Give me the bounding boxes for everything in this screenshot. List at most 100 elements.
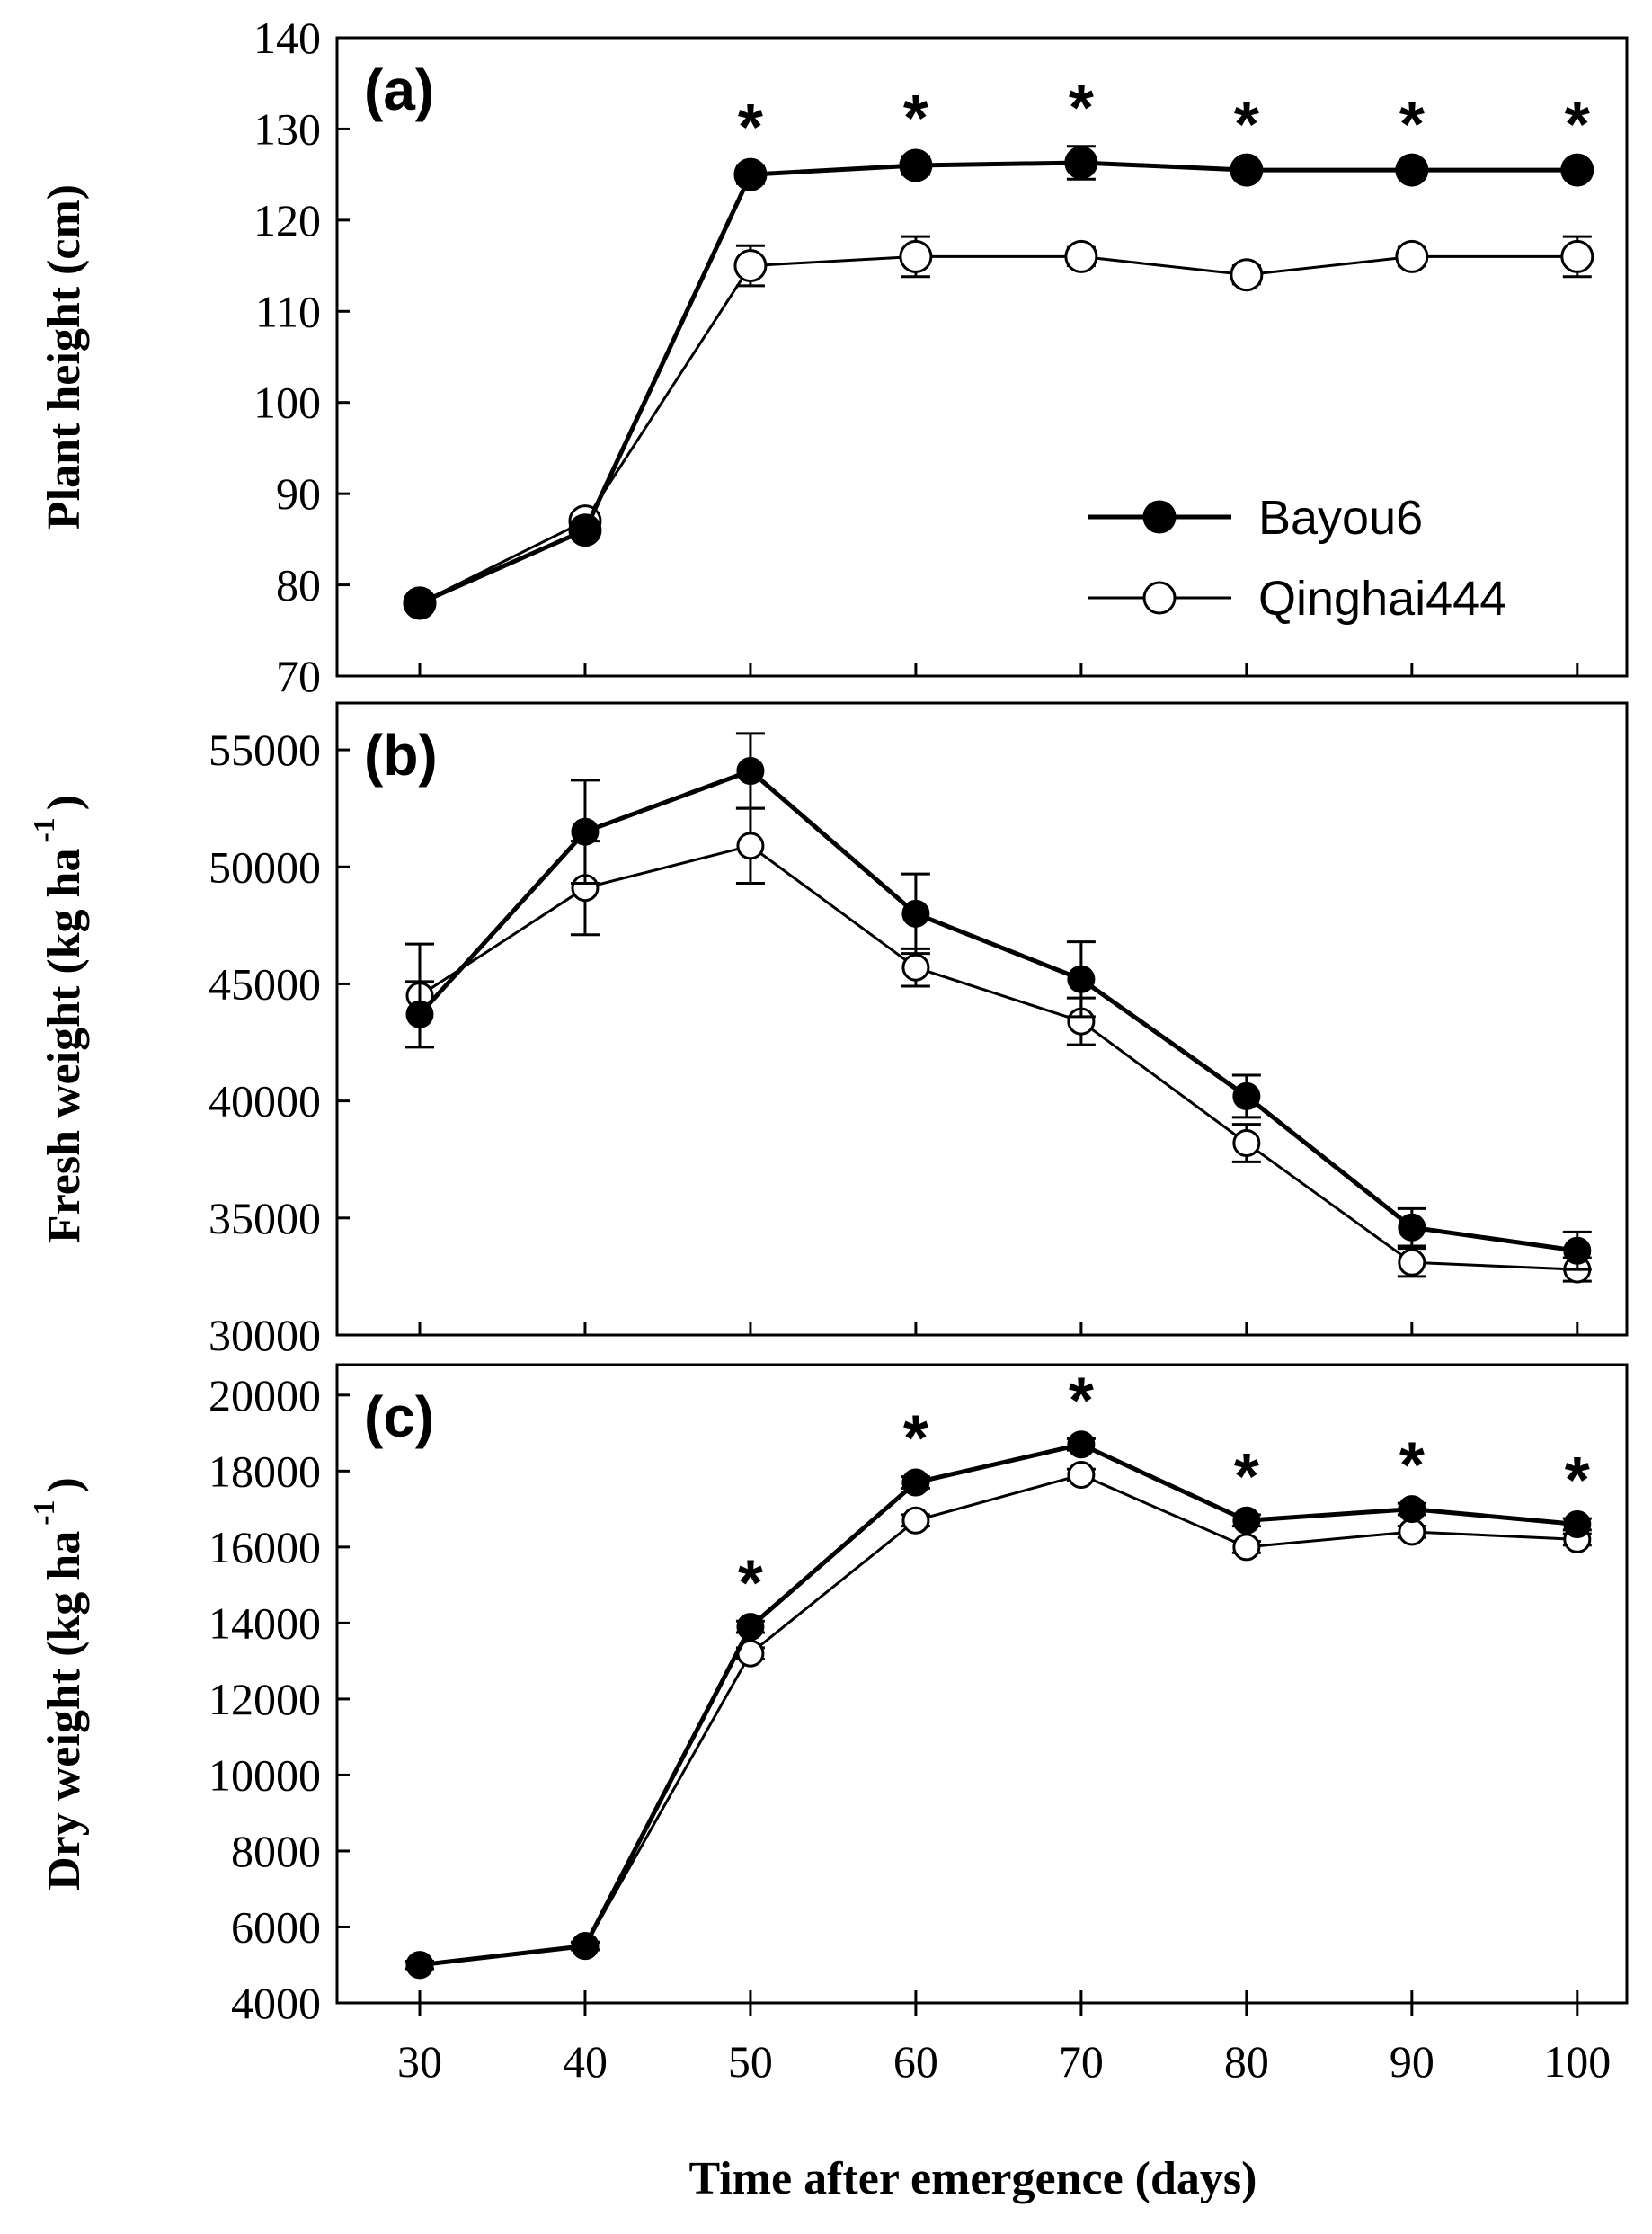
data-point xyxy=(571,817,600,846)
x-tick-label: 50 xyxy=(728,2036,773,2087)
significance-star: * xyxy=(1234,1441,1259,1513)
significance-star: * xyxy=(903,83,928,155)
data-point xyxy=(901,1468,930,1497)
x-tick-label: 30 xyxy=(397,2036,442,2087)
y-axis-title-text: Plant height (cm) xyxy=(39,184,90,530)
y-tick-label: 18000 xyxy=(209,1446,321,1496)
x-tick-label: 60 xyxy=(893,2036,938,2087)
data-point xyxy=(736,757,765,786)
data-point xyxy=(1064,146,1098,180)
y-tick-label: 120 xyxy=(253,195,321,245)
data-point xyxy=(403,586,437,620)
y-tick-label: 90 xyxy=(276,468,321,519)
data-point xyxy=(901,953,930,982)
y-axis-title-text: Dry weight (kg ha xyxy=(39,1531,90,1891)
series-Bayou6 xyxy=(404,1430,1592,1980)
significance-star: * xyxy=(1399,89,1425,161)
data-point xyxy=(405,1951,434,1980)
legend-marker xyxy=(1142,500,1177,534)
data-point xyxy=(1398,1495,1426,1524)
data-point xyxy=(1395,153,1429,187)
significance-star: * xyxy=(1399,1429,1425,1501)
data-point xyxy=(1067,1430,1096,1459)
y-tick-label: 55000 xyxy=(209,725,321,775)
y-tick-label: 10000 xyxy=(209,1749,321,1800)
significance-star: * xyxy=(1069,73,1094,145)
x-tick-label: 100 xyxy=(1543,2036,1611,2087)
data-point xyxy=(1232,1506,1261,1535)
significance-star: * xyxy=(1565,1445,1590,1517)
data-point xyxy=(1067,965,1096,993)
series-line xyxy=(419,254,1577,605)
series-line xyxy=(419,1442,1578,1968)
data-point xyxy=(901,899,930,928)
data-point xyxy=(899,239,933,273)
y-tick-label: 14000 xyxy=(209,1598,321,1648)
legend-label: Bayou6 xyxy=(1258,491,1423,545)
data-point xyxy=(1064,239,1098,273)
significance-star: * xyxy=(738,1547,763,1619)
data-point xyxy=(568,513,602,547)
y-axis-title-text: Fresh weight (kg ha xyxy=(39,849,90,1244)
data-point xyxy=(1232,1081,1261,1110)
significance-star: * xyxy=(1069,1365,1094,1437)
data-point xyxy=(736,1613,765,1642)
panel-a: 70 80 90 100 110 120 130 140 Plant height (cm) (a… xyxy=(39,13,1629,701)
y-tick-label: 45000 xyxy=(209,958,321,1009)
series-line xyxy=(419,844,1577,1271)
data-point xyxy=(1398,1248,1426,1277)
y-tick-label: 70 xyxy=(276,651,321,701)
series-Bayou6 xyxy=(403,145,1594,620)
panel-label: (c) xyxy=(364,1384,434,1449)
y-axis-title-close: ) xyxy=(39,1477,90,1492)
series-Qinghai444 xyxy=(404,1461,1592,1980)
y-tick-label: 35000 xyxy=(209,1193,321,1243)
data-point xyxy=(733,157,768,191)
data-point xyxy=(1232,1128,1261,1157)
y-tick-label: 130 xyxy=(253,103,321,154)
y-axis-title-superscript: -1 xyxy=(28,1500,61,1525)
series-line xyxy=(419,1473,1577,1967)
significance-star: * xyxy=(1565,89,1590,161)
series-Qinghai444 xyxy=(403,235,1594,620)
data-point xyxy=(733,249,768,283)
data-point xyxy=(1398,1518,1426,1546)
data-point xyxy=(405,1000,434,1028)
data-point xyxy=(1067,1461,1096,1490)
data-point xyxy=(1232,1533,1261,1562)
significance-star: * xyxy=(903,1403,928,1475)
y-axis-title: Dry weight (kg ha -1) xyxy=(28,1477,90,1891)
y-axis-title-superscript: -1 xyxy=(28,817,61,842)
panel-label: (b) xyxy=(364,723,438,788)
data-point xyxy=(1398,1213,1426,1242)
y-tick-label: 80 xyxy=(276,560,321,610)
y-tick-label: 20000 xyxy=(209,1370,321,1420)
data-point xyxy=(1560,239,1594,273)
data-point xyxy=(1230,153,1264,187)
data-point xyxy=(1560,153,1594,187)
x-axis-title: Time after emergence (days) xyxy=(689,2153,1257,2204)
panel-b: 30000 35000 40000 45000 50000 55000 Fresh weig… xyxy=(28,701,1629,1360)
series-line xyxy=(418,768,1578,1253)
series-line xyxy=(418,160,1577,606)
data-point xyxy=(736,832,765,860)
series-Qinghai444 xyxy=(404,806,1592,1284)
y-tick-label: 6000 xyxy=(231,1901,321,1952)
y-tick-label: 8000 xyxy=(231,1826,321,1876)
panel-label: (a) xyxy=(364,58,434,122)
plot-frame xyxy=(335,701,1629,1337)
data-point xyxy=(571,1932,600,1961)
legend: Bayou6 Qinghai444 xyxy=(1088,491,1506,626)
x-tick-label: 80 xyxy=(1224,2036,1269,2087)
series-Bayou6 xyxy=(404,732,1592,1271)
y-tick-label: 140 xyxy=(253,13,321,63)
x-tick-label: 90 xyxy=(1390,2036,1434,2087)
x-tick-label: 40 xyxy=(563,2036,608,2087)
y-axis-title-close: ) xyxy=(39,795,90,810)
y-tick-label: 110 xyxy=(255,286,321,336)
significance-star: * xyxy=(1234,89,1259,161)
y-tick-label: 30000 xyxy=(209,1310,321,1360)
data-point xyxy=(1563,1510,1592,1538)
legend-marker xyxy=(1142,581,1177,615)
